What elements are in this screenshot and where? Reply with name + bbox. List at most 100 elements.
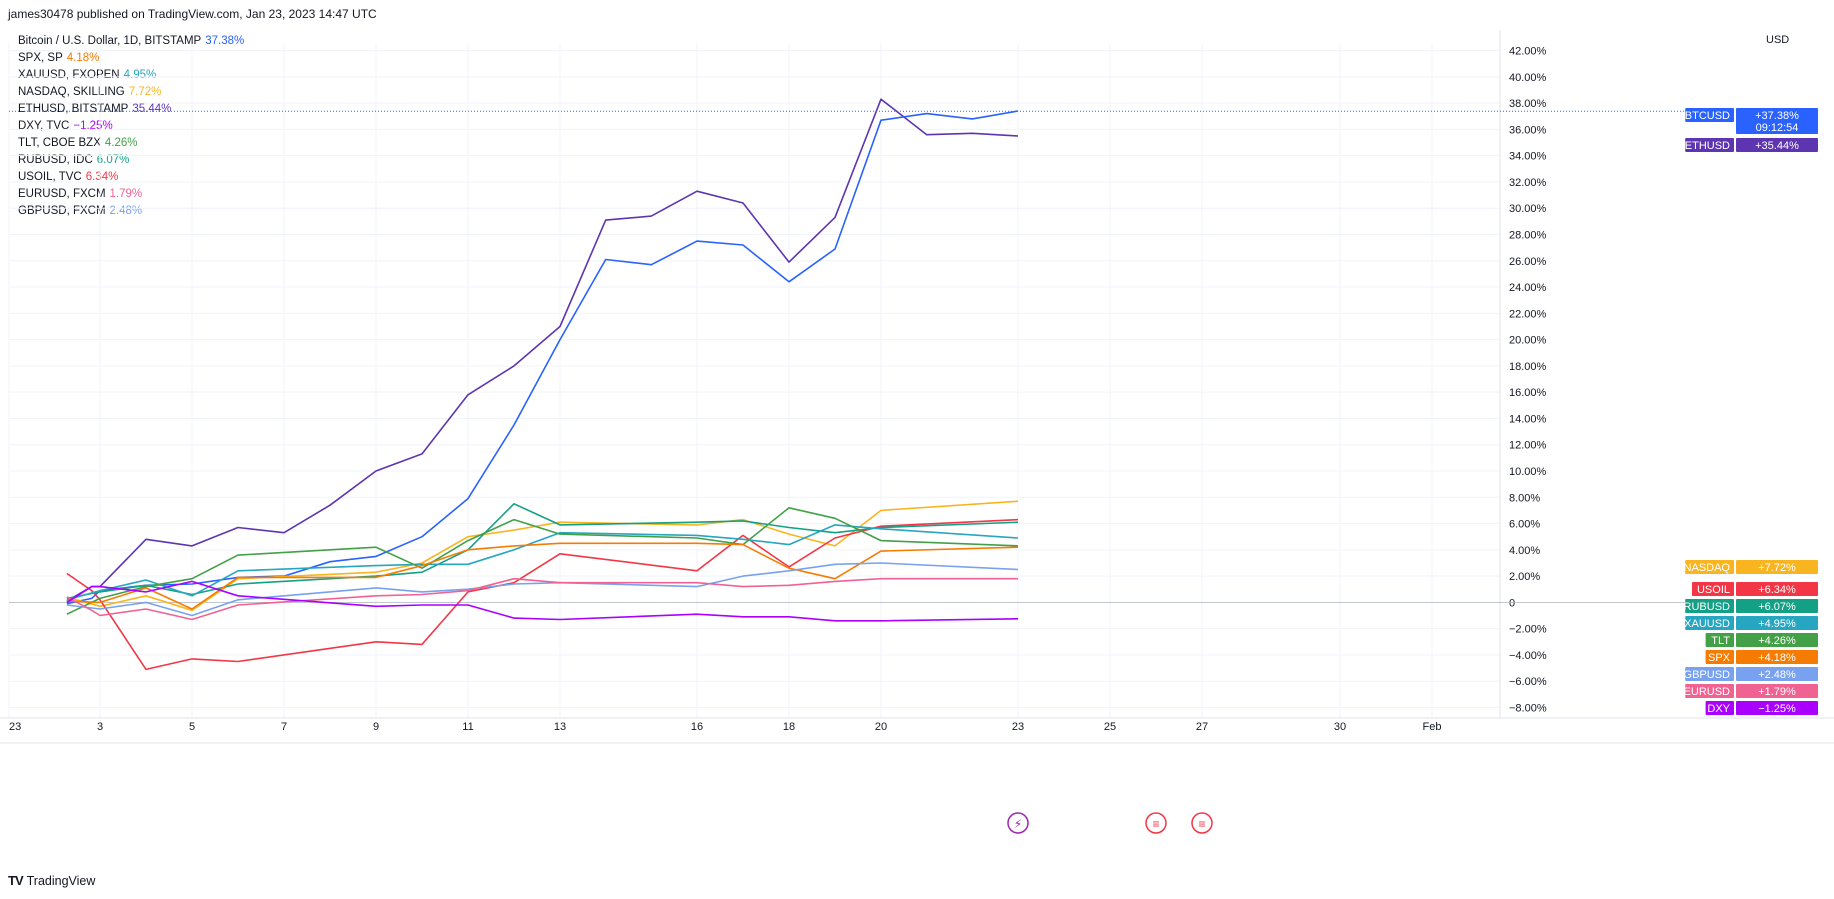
series-tag-label: TLT bbox=[1711, 635, 1730, 647]
legend-value: 4.95% bbox=[123, 69, 157, 81]
series-legend: Bitcoin / U.S. Dollar, 1D, BITSTAMP 37.38… bbox=[18, 33, 244, 220]
series-line-gbpusd[interactable] bbox=[66, 562, 1019, 617]
price-badge-gbpusd[interactable] bbox=[1736, 667, 1818, 681]
y-tick-label: 20.00% bbox=[1509, 335, 1547, 347]
y-tick-label: 38.00% bbox=[1509, 98, 1547, 110]
series-tag-xauusd[interactable] bbox=[1685, 616, 1734, 630]
y-tick-label: 6.00% bbox=[1509, 519, 1540, 531]
price-badge-btcusd[interactable] bbox=[1736, 108, 1818, 134]
legend-value: 6.34% bbox=[85, 171, 119, 183]
series-line-dxy[interactable] bbox=[66, 580, 1019, 622]
y-tick-label: 22.00% bbox=[1509, 308, 1547, 320]
legend-label: TLT, CBOE BZX bbox=[18, 137, 101, 149]
legend-row[interactable]: USOIL, TVC 6.34% bbox=[18, 169, 244, 186]
series-tag-label: EURUSD bbox=[1684, 686, 1731, 698]
y-tick-label: 40.00% bbox=[1509, 72, 1547, 84]
y-tick-label: 8.00% bbox=[1509, 492, 1540, 504]
series-line-nasdaq[interactable] bbox=[66, 500, 1019, 612]
x-tick-label: 30 bbox=[1334, 721, 1346, 733]
legend-row[interactable]: NASDAQ, SKILLING 7.72% bbox=[18, 84, 244, 101]
price-badge-rubusd[interactable] bbox=[1736, 599, 1818, 613]
us-flag-event-icon[interactable]: ≡ bbox=[1145, 812, 1167, 834]
series-line-btcusd[interactable] bbox=[66, 110, 1019, 605]
series-tag-label: NASDAQ bbox=[1684, 562, 1731, 574]
series-line-rubusd[interactable] bbox=[66, 503, 1019, 600]
series-tag-ethusd[interactable] bbox=[1685, 138, 1734, 152]
series-tag-eurusd[interactable] bbox=[1685, 684, 1734, 698]
price-badge-eurusd[interactable] bbox=[1736, 684, 1818, 698]
x-tick-label: 23 bbox=[9, 721, 21, 733]
x-tick-label: 11 bbox=[462, 721, 473, 733]
y-tick-label: 4.00% bbox=[1509, 545, 1540, 557]
series-tag-spx[interactable] bbox=[1705, 650, 1734, 664]
legend-row[interactable]: TLT, CBOE BZX 4.26% bbox=[18, 135, 244, 152]
legend-value: 4.26% bbox=[104, 137, 138, 149]
series-tag-btcusd[interactable] bbox=[1685, 108, 1734, 122]
price-badge-ethusd[interactable] bbox=[1736, 138, 1818, 152]
price-badge-usoil[interactable] bbox=[1736, 582, 1818, 596]
legend-row[interactable]: XAUUSD, FXOPEN 4.95% bbox=[18, 67, 244, 84]
y-tick-label: 26.00% bbox=[1509, 256, 1547, 268]
y-tick-label: 42.00% bbox=[1509, 46, 1547, 58]
legend-label: NASDAQ, SKILLING bbox=[18, 86, 125, 98]
y-tick-label: 2.00% bbox=[1509, 571, 1540, 583]
legend-row[interactable]: RUBUSD, IDC 6.07% bbox=[18, 152, 244, 169]
x-tick-label: 23 bbox=[1012, 721, 1024, 733]
x-tick-label: 13 bbox=[554, 721, 566, 733]
currency-label: USD bbox=[1766, 34, 1790, 46]
series-line-spx[interactable] bbox=[66, 542, 1019, 610]
series-tag-tlt[interactable] bbox=[1705, 633, 1734, 647]
x-tick-label: 25 bbox=[1104, 721, 1116, 733]
event-icon-glyph: ≡ bbox=[1152, 817, 1159, 831]
price-badge-value: +2.48% bbox=[1758, 669, 1796, 681]
price-badge-xauusd[interactable] bbox=[1736, 616, 1818, 630]
legend-row[interactable]: ETHUSD, BITSTAMP 35.44% bbox=[18, 101, 244, 118]
legend-label: USOIL, TVC bbox=[18, 171, 82, 183]
x-tick-label: 18 bbox=[783, 721, 795, 733]
legend-row[interactable]: Bitcoin / U.S. Dollar, 1D, BITSTAMP 37.38… bbox=[18, 33, 244, 50]
event-icon-ring bbox=[1007, 812, 1029, 834]
legend-label: XAUUSD, FXOPEN bbox=[18, 69, 120, 81]
legend-value: 6.07% bbox=[96, 154, 130, 166]
series-tag-label: RUBUSD bbox=[1684, 601, 1731, 613]
series-tag-usoil[interactable] bbox=[1692, 582, 1734, 596]
x-tick-label: 16 bbox=[691, 721, 703, 733]
x-tick-label: 5 bbox=[189, 721, 195, 733]
y-tick-label: 14.00% bbox=[1509, 413, 1547, 425]
x-tick-label: Feb bbox=[1423, 721, 1442, 733]
y-tick-label: −6.00% bbox=[1509, 676, 1547, 688]
series-line-eurusd[interactable] bbox=[66, 577, 1018, 621]
series-line-ethusd[interactable] bbox=[66, 98, 1019, 602]
legend-label: RUBUSD, IDC bbox=[18, 154, 93, 166]
event-icon-ring bbox=[1145, 812, 1167, 834]
series-tag-nasdaq[interactable] bbox=[1685, 560, 1734, 574]
price-badge-tlt[interactable] bbox=[1736, 633, 1818, 647]
y-tick-label: 0 bbox=[1509, 597, 1515, 609]
lightning-event-icon[interactable]: ⚡ bbox=[1007, 812, 1029, 834]
series-line-usoil[interactable] bbox=[66, 518, 1019, 671]
y-tick-label: 10.00% bbox=[1509, 466, 1547, 478]
price-badge-spx[interactable] bbox=[1736, 650, 1818, 664]
series-tag-label: DXY bbox=[1707, 703, 1730, 715]
x-tick-label: 20 bbox=[875, 721, 887, 733]
series-tag-rubusd[interactable] bbox=[1685, 599, 1734, 613]
series-tag-dxy[interactable] bbox=[1705, 701, 1734, 715]
y-tick-label: 24.00% bbox=[1509, 282, 1547, 294]
price-badge-nasdaq[interactable] bbox=[1736, 560, 1818, 574]
price-badge-value: +1.79% bbox=[1758, 686, 1796, 698]
y-tick-label: −2.00% bbox=[1509, 624, 1547, 636]
series-tag-label: SPX bbox=[1708, 652, 1731, 664]
legend-row[interactable]: EURUSD, FXCM 1.79% bbox=[18, 186, 244, 203]
event-icon-glyph: ≡ bbox=[1198, 817, 1205, 831]
event-icon-ring bbox=[1191, 812, 1213, 834]
tradingview-brand[interactable]: TV TradingView bbox=[8, 873, 95, 888]
y-tick-label: 18.00% bbox=[1509, 361, 1547, 373]
tradingview-logo-icon: TV bbox=[8, 873, 24, 888]
legend-row[interactable]: SPX, SP 4.18% bbox=[18, 50, 244, 67]
series-tag-gbpusd[interactable] bbox=[1685, 667, 1734, 681]
series-line-tlt[interactable] bbox=[66, 507, 1019, 615]
us-flag-event-icon[interactable]: ≡ bbox=[1191, 812, 1213, 834]
series-line-xauusd[interactable] bbox=[66, 524, 1019, 601]
price-badge-dxy[interactable] bbox=[1736, 701, 1818, 715]
